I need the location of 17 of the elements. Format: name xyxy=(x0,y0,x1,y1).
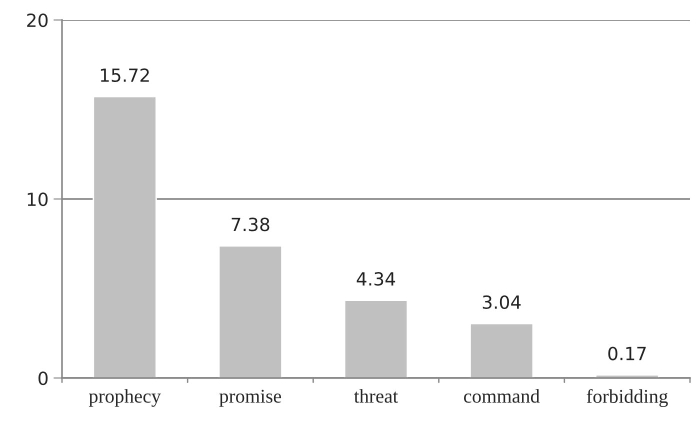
x-tick-label: command xyxy=(464,389,540,403)
x-tick-label: threat xyxy=(354,389,398,403)
data-label: 0.17 xyxy=(608,346,646,360)
data-label: 7.38 xyxy=(232,218,270,232)
bar xyxy=(92,96,157,378)
x-tick-label: forbidding xyxy=(586,389,668,407)
data-label: 3.04 xyxy=(482,295,521,309)
x-tick-label: prophecy xyxy=(88,389,161,407)
x-tick-label: promise xyxy=(219,390,282,407)
y-tick-label: 10 xyxy=(28,192,48,206)
y-tick-label: 20 xyxy=(27,13,48,28)
y-tick-label: 0 xyxy=(38,371,48,386)
bar xyxy=(470,322,534,378)
bar xyxy=(218,245,282,378)
data-label: 4.34 xyxy=(356,272,396,286)
bar xyxy=(344,300,408,378)
data-label: 15.72 xyxy=(100,68,149,82)
